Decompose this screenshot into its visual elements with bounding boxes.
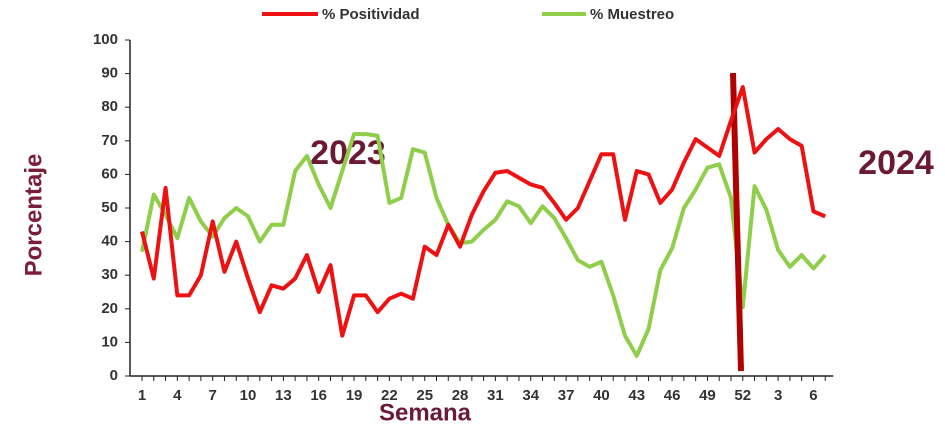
- x-tick-label: 43: [628, 387, 645, 404]
- x-tick-label: 46: [664, 387, 681, 404]
- x-tick-label: 13: [275, 387, 292, 404]
- x-tick-label: 31: [487, 387, 504, 404]
- legend-label: % Muestreo: [590, 6, 674, 23]
- x-axis-label: Semana: [379, 399, 472, 426]
- y-tick-label: 30: [101, 266, 118, 283]
- x-tick-label: 52: [734, 387, 751, 404]
- x-tick-label: 22: [381, 387, 398, 404]
- y-tick-label: 0: [110, 367, 118, 384]
- x-tick-label: 4: [173, 387, 182, 404]
- legend-label: % Positividad: [322, 6, 420, 23]
- y-tick-label: 10: [101, 333, 118, 350]
- x-tick-label: 34: [522, 387, 539, 404]
- series-line: [140, 132, 827, 358]
- x-tick-label: 28: [452, 387, 469, 404]
- x-tick-label: 7: [209, 387, 217, 404]
- y-tick-label: 60: [101, 165, 118, 182]
- x-tick-label: 1: [138, 387, 146, 404]
- x-tick-label: 40: [593, 387, 610, 404]
- y-tick-label: 90: [101, 65, 118, 82]
- year-divider: [730, 72, 744, 372]
- y-tick-label: 20: [101, 300, 118, 317]
- x-tick-label: 6: [809, 387, 817, 404]
- x-tick-label: 10: [240, 387, 257, 404]
- x-tick-label: 16: [310, 387, 327, 404]
- y-axis-label: Porcentaje: [20, 154, 47, 277]
- x-tick-label: 25: [416, 387, 433, 404]
- x-tick-label: 19: [346, 387, 363, 404]
- x-tick-label: 3: [774, 387, 782, 404]
- series-line: [140, 85, 827, 338]
- y-tick-label: 80: [101, 98, 118, 115]
- annotation: 2024: [858, 144, 934, 182]
- y-tick-label: 100: [93, 31, 118, 48]
- x-tick-label: 37: [558, 387, 575, 404]
- y-tick-label: 40: [101, 233, 118, 250]
- y-tick-label: 70: [101, 132, 118, 149]
- x-tick-label: 49: [699, 387, 716, 404]
- y-tick-label: 50: [101, 199, 118, 216]
